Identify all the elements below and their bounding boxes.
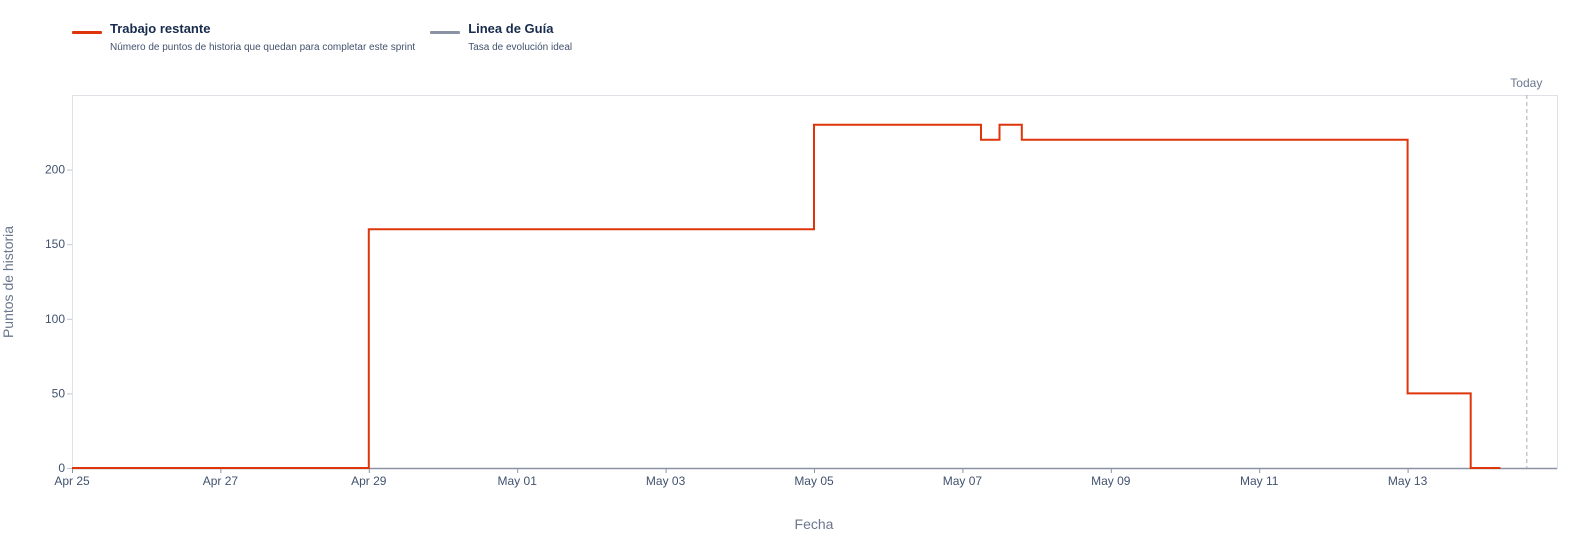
- legend-label-linea-de-guia: Linea de Guía: [468, 21, 554, 36]
- legend-item-linea-de-guia[interactable]: Linea de Guía Tasa de evolución ideal: [430, 20, 572, 54]
- x-tick-label: Apr 25: [54, 474, 90, 488]
- x-tick-label: May 07: [943, 474, 983, 488]
- x-tick-label: Apr 29: [351, 474, 387, 488]
- legend-swatch-linea-de-guia: [430, 31, 461, 34]
- x-tick-label: Apr 27: [203, 474, 239, 488]
- y-axis-title: Puntos de historia: [0, 226, 16, 338]
- x-tick-label: May 05: [794, 474, 834, 488]
- x-tick-label: May 11: [1240, 474, 1279, 488]
- y-tick-label: 0: [58, 461, 65, 475]
- x-tick-label: May 09: [1091, 474, 1131, 488]
- legend-item-trabajo-restante[interactable]: Trabajo restante Número de puntos de his…: [72, 20, 415, 54]
- legend-swatch-trabajo-restante: [72, 31, 102, 34]
- chart-legend: Trabajo restante Número de puntos de his…: [72, 20, 572, 54]
- legend-text: Trabajo restante Número de puntos de his…: [110, 20, 415, 54]
- x-axis-title: Fecha: [795, 516, 834, 532]
- x-tick-label: May 01: [498, 474, 538, 488]
- legend-label-trabajo-restante: Trabajo restante: [110, 21, 211, 36]
- legend-description-linea-de-guia: Tasa de evolución ideal: [468, 42, 573, 53]
- today-label: Today: [1510, 76, 1542, 90]
- y-axis: 0 50 100 150 200: [45, 163, 72, 475]
- y-tick-label: 150: [45, 237, 65, 251]
- x-tick-label: May 03: [646, 474, 686, 488]
- series-line-trabajo-restante[interactable]: [72, 123, 1501, 469]
- legend-description-trabajo-restante: Número de puntos de historia que quedan …: [110, 42, 416, 53]
- y-tick-label: 200: [45, 163, 65, 177]
- x-axis: Apr 25 Apr 27 Apr 29 May 01 May 03 May 05 May …: [54, 468, 1428, 488]
- y-tick-label: 50: [52, 386, 66, 400]
- legend-text: Linea de Guía Tasa de evolución ideal: [468, 20, 572, 54]
- x-tick-label: May 13: [1388, 474, 1428, 488]
- y-tick-label: 100: [45, 312, 65, 326]
